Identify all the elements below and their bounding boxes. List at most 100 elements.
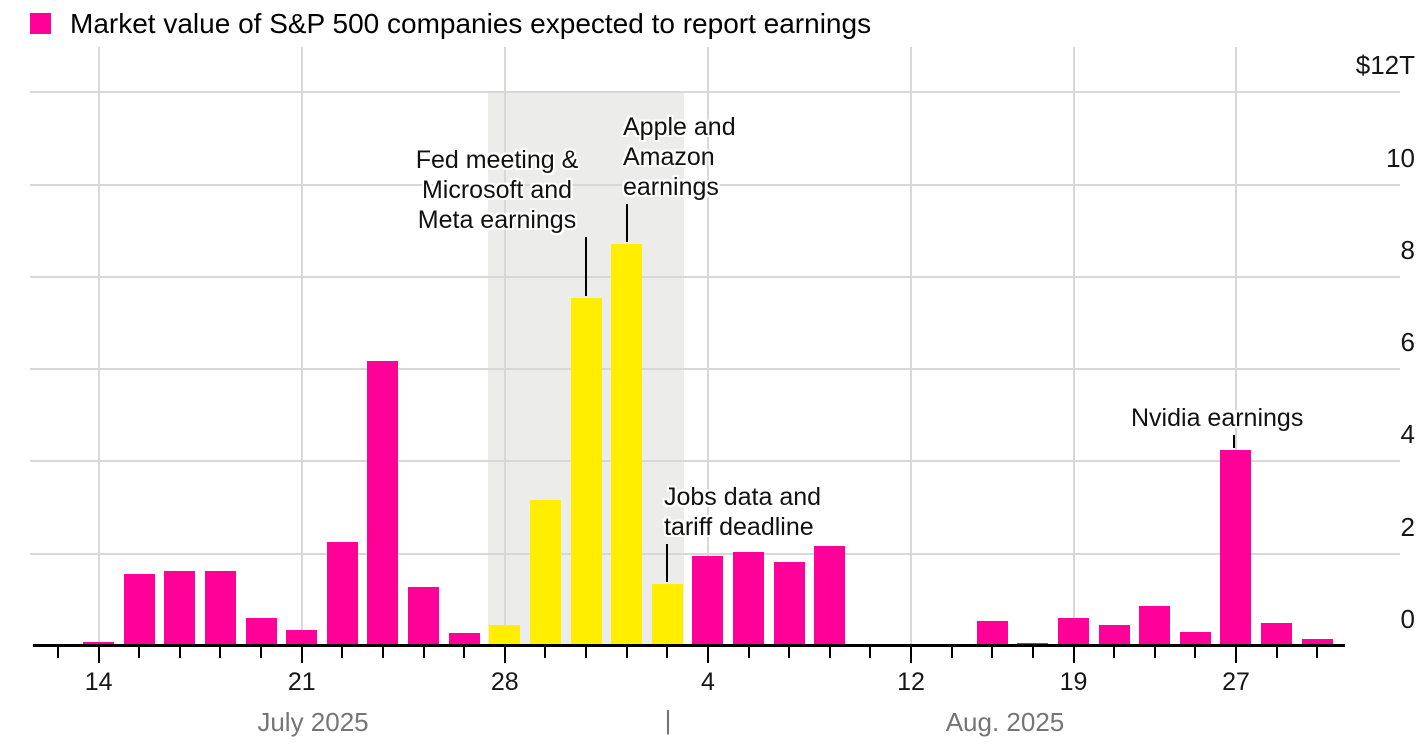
bar <box>367 361 399 646</box>
x-axis-tick <box>666 647 669 658</box>
bar <box>286 630 318 646</box>
month-label-july: July 2025 <box>257 707 369 737</box>
x-axis-tick <box>300 647 303 663</box>
bar <box>1301 639 1333 646</box>
y-axis-label: 0 <box>1400 604 1415 634</box>
x-axis-tick <box>1072 647 1075 663</box>
x-axis-tick <box>950 647 953 658</box>
y-axis-label: 10 <box>1386 142 1415 173</box>
annotation-apple: Apple and Amazon earnings <box>623 113 736 201</box>
x-axis-label: 19 <box>1059 668 1088 696</box>
bar <box>1098 625 1130 646</box>
bar <box>448 633 480 646</box>
gridline-vertical <box>706 47 709 645</box>
x-axis-tick <box>422 647 425 658</box>
gridline-horizontal <box>30 91 1400 94</box>
gridline-horizontal <box>30 460 1400 463</box>
legend-swatch-icon <box>30 13 51 34</box>
bar <box>1139 606 1171 646</box>
x-axis-tick <box>1113 647 1116 658</box>
x-axis-tick <box>57 647 59 658</box>
y-axis-label: 2 <box>1400 511 1415 542</box>
x-axis-label: 4 <box>700 668 715 696</box>
bar <box>1261 622 1293 646</box>
annotation-line-fed <box>585 237 587 296</box>
bar <box>123 574 155 646</box>
bar <box>529 500 561 646</box>
gridline-vertical <box>1234 47 1237 645</box>
x-axis-tick <box>1316 647 1319 658</box>
chart-title: Market value of S&P 500 companies expect… <box>70 8 872 39</box>
bar <box>570 297 602 646</box>
gridline-vertical <box>503 47 506 645</box>
y-axis-label: 4 <box>1400 419 1415 450</box>
bar <box>814 545 846 646</box>
bar <box>408 587 440 646</box>
x-axis-tick <box>1031 647 1034 658</box>
x-axis-tick <box>178 647 181 658</box>
month-label-aug: Aug. 2025 <box>945 707 1065 737</box>
x-axis-tick <box>260 647 263 658</box>
annotation-line-apple <box>626 204 628 243</box>
x-axis-tick <box>138 647 141 658</box>
x-axis-label: 21 <box>287 668 316 696</box>
bar <box>651 583 683 646</box>
x-axis-tick <box>1275 647 1278 658</box>
bar <box>326 541 358 646</box>
x-axis-tick <box>463 647 466 658</box>
gridline-horizontal <box>30 183 1400 186</box>
x-axis-tick <box>341 647 344 658</box>
x-axis-tick <box>219 647 222 658</box>
gridline-vertical <box>300 47 303 645</box>
bar <box>611 244 643 646</box>
bar <box>773 561 805 646</box>
bar <box>245 617 277 646</box>
annotation-nvidia: Nvidia earnings <box>1131 404 1304 432</box>
x-axis-tick <box>544 647 547 658</box>
gridline-vertical <box>97 47 100 645</box>
annotation-line-nvidia <box>1233 435 1235 448</box>
x-axis-tick <box>1194 647 1197 658</box>
x-axis-tick <box>991 647 994 658</box>
x-axis-label: 12 <box>897 668 925 696</box>
gridline-horizontal <box>30 275 1400 278</box>
x-axis-tick <box>503 647 506 663</box>
bar <box>976 620 1008 646</box>
x-axis-tick <box>788 647 791 658</box>
x-axis-label: 14 <box>84 668 113 696</box>
bar <box>204 571 236 646</box>
bar <box>1179 632 1211 646</box>
y-axis-label: 6 <box>1400 327 1415 358</box>
gridline-horizontal <box>30 552 1400 555</box>
x-axis-label: 27 <box>1222 668 1250 696</box>
annotation-line-jobs <box>666 544 668 582</box>
gridline-vertical <box>910 47 913 645</box>
annotation-jobs: Jobs data and tariff deadline <box>664 483 822 541</box>
x-axis-tick <box>585 647 588 658</box>
x-axis-tick <box>381 647 384 658</box>
y-axis-label: $12T <box>1355 50 1415 81</box>
gridline-horizontal <box>30 368 1400 371</box>
annotation-fed: Fed meeting & Microsoft and Meta earnings <box>415 146 579 234</box>
x-axis-tick <box>1153 647 1156 658</box>
x-axis-label: 28 <box>490 668 519 696</box>
bar <box>1058 618 1089 646</box>
gridline-vertical <box>1072 47 1075 645</box>
bar <box>1220 449 1252 646</box>
x-axis-tick <box>1234 647 1237 663</box>
y-axis-label: 8 <box>1400 234 1415 265</box>
bar <box>692 556 724 646</box>
bar <box>489 625 521 646</box>
x-axis-line <box>33 644 1345 647</box>
bar <box>733 551 765 646</box>
month-separator: | <box>664 705 672 735</box>
x-axis-tick <box>828 647 831 658</box>
x-axis-tick <box>706 647 709 663</box>
x-axis-tick <box>869 647 872 658</box>
bar <box>164 570 196 646</box>
x-axis-tick <box>625 647 628 658</box>
x-axis-tick <box>910 647 913 663</box>
x-axis-tick <box>97 647 100 663</box>
x-axis-tick <box>747 647 750 658</box>
